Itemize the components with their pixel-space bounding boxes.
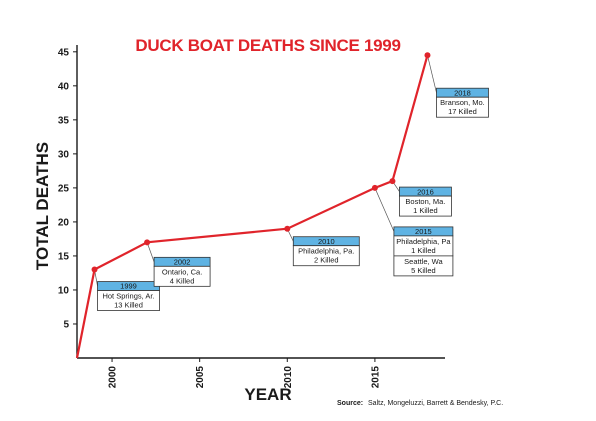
annotation-body-bg [97, 290, 160, 311]
y-tick-label: 5 [63, 319, 69, 330]
annotation-line: 1 Killed [411, 246, 436, 255]
annotation-year: 1999 [120, 282, 137, 291]
x-tick-label: 2005 [195, 366, 206, 389]
annotation-year: 2016 [417, 187, 434, 196]
y-tick-label: 15 [58, 251, 70, 262]
annotation-line: 17 Killed [448, 107, 477, 116]
annotation-line: 4 Killed [170, 276, 195, 285]
annotation-leaders [94, 55, 437, 287]
x-tick-label: 2015 [370, 366, 381, 389]
annotation-year: 2015 [415, 227, 432, 236]
chart-title: DUCK BOAT DEATHS SINCE 1999 [135, 36, 400, 55]
x-tick-label: 2010 [283, 366, 294, 389]
data-point [371, 184, 378, 191]
y-tick-label: 35 [58, 115, 70, 126]
annotation-leader [427, 55, 437, 93]
series-line [75, 54, 429, 359]
annotation-line: Philadelphia, Pa [396, 237, 451, 246]
y-axis-title: TOTAL DEATHS [33, 142, 52, 270]
source-note: Source: Saltz, Mongeluzzi, Barrett & Ben… [337, 400, 503, 407]
y-tick-label: 40 [58, 81, 70, 92]
annotation-line: 2 Killed [314, 256, 339, 265]
axes [76, 45, 445, 359]
data-point [389, 178, 396, 185]
annotation-leader [374, 187, 395, 232]
annotation-line: Branson, Mo. [440, 98, 485, 107]
source-label: Source: [337, 400, 363, 407]
y-tick-label: 30 [58, 149, 70, 160]
data-point [424, 52, 431, 59]
y-tick-label: 25 [58, 183, 70, 194]
y-ticks: 5 10 15 20 25 30 35 40 45 [58, 47, 77, 330]
annotation-year: 2018 [454, 88, 471, 97]
annotation-line: Hot Springs, Ar. [102, 292, 154, 301]
data-point [91, 266, 98, 273]
y-tick-label: 20 [58, 217, 70, 228]
source-text: Saltz, Mongeluzzi, Barrett & Bendesky, P… [368, 400, 503, 407]
annotation-body-bg [153, 265, 211, 287]
series-points [91, 52, 431, 273]
annotation-leader [146, 242, 155, 262]
annotation-body-bg [436, 96, 489, 118]
annotation-line: Ontario, Ca. [162, 267, 202, 276]
annotation-year: 2002 [174, 258, 191, 267]
y-tick-label: 45 [58, 47, 70, 58]
annotation-line: Philadelphia, Pa. [298, 247, 354, 256]
data-point [144, 239, 151, 246]
annotation-line: 1 Killed [413, 206, 438, 215]
data-point [284, 225, 291, 232]
y-tick-label: 10 [58, 285, 70, 296]
x-axis-title: YEAR [244, 385, 291, 404]
x-ticks: 2000 2005 2010 2015 [108, 358, 381, 389]
annotation-year: 2010 [318, 237, 335, 246]
annotation-body-bg [292, 245, 360, 267]
annotation-line: 13 Killed [114, 301, 143, 310]
annotation-body-bg [399, 195, 452, 217]
annotation-extra-line: 5 Killed [411, 266, 436, 275]
annotation-extra-bg [393, 255, 454, 277]
annotation-line: Boston, Ma. [405, 197, 445, 206]
annotation-extra-line: Seattle, Wa [404, 257, 443, 266]
x-tick-label: 2000 [108, 366, 119, 389]
